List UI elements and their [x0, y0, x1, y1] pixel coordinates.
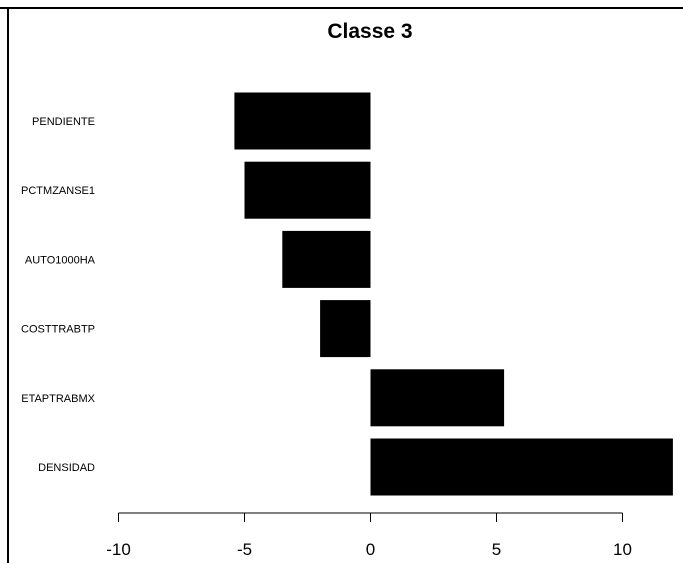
x-tick-label: -10	[106, 540, 131, 559]
bar-pctmzanse1	[244, 161, 371, 219]
category-label-pctmzanse1: PCTMZANSE1	[21, 185, 95, 197]
bar-auto1000ha	[282, 230, 371, 288]
category-labels: PENDIENTE PCTMZANSE1 AUTO1000HA COSTTRABTP E…	[21, 116, 96, 474]
bar-costtrabtp	[320, 300, 371, 358]
chart-title: Classe 3	[327, 20, 412, 43]
category-label-densidad: DENSIDAD	[38, 462, 95, 474]
category-label-pendiente: PENDIENTE	[32, 116, 95, 128]
x-tick-label: -5	[237, 540, 252, 559]
category-label-auto1000ha: AUTO1000HA	[25, 254, 96, 266]
bar-densidad	[370, 438, 673, 496]
category-label-costtrabtp: COSTTRABTP	[21, 324, 95, 336]
x-tick-label: 10	[613, 540, 632, 559]
x-tick-label: 5	[492, 540, 501, 559]
bar-etaptrabmx	[370, 369, 505, 427]
category-label-etaptrabmx: ETAPTRABMX	[21, 393, 95, 405]
x-tick-label: 0	[366, 540, 375, 559]
x-axis: -10 -5 0 5 10	[106, 512, 632, 559]
bar-pendiente	[234, 92, 371, 150]
bars-group	[234, 92, 673, 496]
